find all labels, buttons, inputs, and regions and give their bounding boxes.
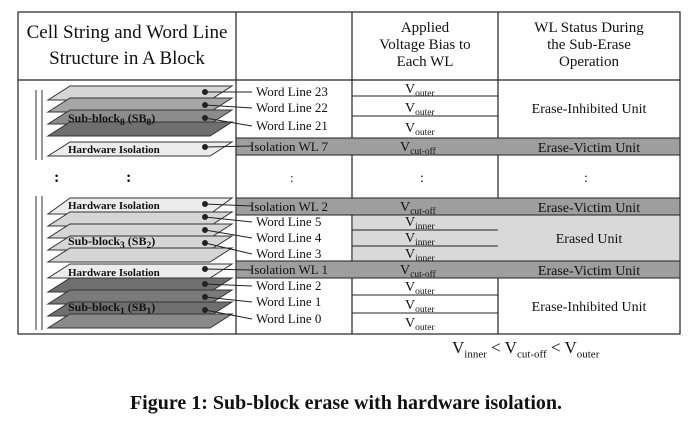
string-pillars bbox=[35, 90, 43, 330]
sb2-paren: (SB bbox=[125, 234, 147, 248]
left-dots-2: : bbox=[126, 169, 131, 186]
wl-label-21: Word Line 21 bbox=[256, 118, 328, 133]
sb2-close: ) bbox=[151, 234, 155, 248]
voltage-labels: Vouter Vouter Vouter Vcut-off : Vcut-off… bbox=[400, 82, 437, 333]
header-col1-line1: Cell String and Word Line bbox=[27, 22, 228, 43]
status-erased: Erased Unit bbox=[556, 232, 623, 247]
wl-label-5: Word Line 5 bbox=[256, 214, 321, 229]
wordline-connectors bbox=[202, 89, 253, 320]
volt-wl2: Vouter bbox=[405, 280, 435, 297]
sb8-paren: (SB bbox=[125, 111, 147, 125]
wl-label-1: Word Line 1 bbox=[256, 294, 321, 309]
erased-rows bbox=[351, 214, 681, 262]
hw-isolation-top: Hardware Isolation bbox=[46, 141, 234, 157]
wl-label-2: Word Line 2 bbox=[256, 278, 321, 293]
sb1-stack: Sub-block1 (SB1) bbox=[46, 277, 234, 329]
wl-label-23: Word Line 23 bbox=[256, 84, 328, 99]
volt-iso2: Vcut-off bbox=[400, 200, 437, 217]
sb1-sub2: 1 bbox=[146, 307, 151, 317]
sb1-sub: 1 bbox=[120, 307, 125, 317]
table-header: Cell String and Word Line Structure in A… bbox=[27, 20, 645, 70]
header-col2-line1: Applied bbox=[401, 20, 450, 36]
wordline-labels: Word Line 23 Word Line 22 Word Line 21 I… bbox=[250, 84, 328, 326]
figure-caption: Figure 1: Sub-block erase with hardware … bbox=[129, 392, 563, 414]
sb8-sub2: 8 bbox=[146, 118, 151, 128]
sb2-label: Sub-block bbox=[68, 234, 120, 248]
volt-wl21: Vouter bbox=[405, 121, 435, 138]
sb8-sub: 8 bbox=[120, 118, 125, 128]
volt-wl5: Vinner bbox=[405, 215, 435, 232]
sb1-label: Sub-block bbox=[68, 300, 120, 314]
volt-wl23: Vouter bbox=[405, 82, 435, 99]
wl-label-4: Word Line 4 bbox=[256, 230, 322, 245]
figure-diagram: Cell String and Word Line Structure in A… bbox=[17, 11, 681, 335]
header-col1-line2: Structure in A Block bbox=[49, 48, 205, 69]
sb8-close: ) bbox=[151, 111, 155, 125]
voltage-inequality: Vinner < Vcut-off < Vouter bbox=[452, 338, 600, 361]
sb2-stack: Sub-block3 (SB2) bbox=[46, 211, 234, 263]
status-victim-2: Erase-Victim Unit bbox=[538, 201, 640, 216]
sb2-sub2: 2 bbox=[146, 241, 151, 251]
wl-label-22: Word Line 22 bbox=[256, 100, 328, 115]
sb1-close: ) bbox=[151, 300, 155, 314]
wl-label-0: Word Line 0 bbox=[256, 311, 321, 326]
volt-iso7: Vcut-off bbox=[400, 140, 437, 157]
wl-label-iso7: Isolation WL 7 bbox=[250, 139, 328, 154]
volt-iso1: Vcut-off bbox=[400, 263, 437, 280]
wl-label-dots: : bbox=[290, 170, 294, 185]
svg-text:Sub-block3 (SB2): Sub-block3 (SB2) bbox=[68, 234, 155, 251]
status-top: Erase-Inhibited Unit bbox=[532, 102, 647, 117]
sb2-sub: 3 bbox=[120, 241, 125, 251]
hw-isolation-top-label: Hardware Isolation bbox=[68, 144, 160, 156]
cell-string-structure: Sub-block8 (SB8) Hardware Isolation : : … bbox=[35, 85, 253, 330]
status-bottom: Erase-Inhibited Unit bbox=[532, 300, 647, 315]
svg-text:Sub-block8 (SB8): Sub-block8 (SB8) bbox=[68, 111, 155, 128]
volt-wl0: Vouter bbox=[405, 316, 435, 333]
volt-wl3: Vinner bbox=[405, 247, 435, 264]
status-labels: Erase-Inhibited Unit Erase-Victim Unit :… bbox=[532, 102, 647, 315]
header-col3-line1: WL Status During bbox=[534, 20, 644, 36]
header-col3-line3: Operation bbox=[559, 54, 619, 70]
row-highlights bbox=[235, 137, 681, 279]
volt-wl4: Vinner bbox=[405, 231, 435, 248]
voltage-row-lines bbox=[236, 95, 680, 314]
status-victim-1: Erase-Victim Unit bbox=[538, 264, 640, 279]
wl-label-iso1: Isolation WL 1 bbox=[250, 262, 328, 277]
volt-wl1: Vouter bbox=[405, 298, 435, 315]
hw-isolation-bottom: Hardware Isolation bbox=[46, 263, 234, 279]
table-grid bbox=[17, 11, 681, 335]
sb1-paren: (SB bbox=[125, 300, 147, 314]
status-dots: : bbox=[584, 171, 588, 186]
header-col2-line3: Each WL bbox=[397, 54, 454, 70]
header-col3-line2: the Sub-Erase bbox=[547, 37, 631, 53]
sb8-stack: Sub-block8 (SB8) bbox=[46, 85, 234, 137]
wl-label-iso2: Isolation WL 2 bbox=[250, 199, 328, 214]
hw-isolation-bottom-label: Hardware Isolation bbox=[68, 267, 160, 279]
left-dots-1: : bbox=[54, 169, 59, 186]
hw-isolation-mid-label: Hardware Isolation bbox=[68, 200, 160, 212]
wl-label-3: Word Line 3 bbox=[256, 246, 321, 261]
volt-wl22: Vouter bbox=[405, 101, 435, 118]
sb8-label: Sub-block bbox=[68, 111, 120, 125]
svg-text:Sub-block1 (SB1): Sub-block1 (SB1) bbox=[68, 300, 155, 317]
volt-dots: : bbox=[420, 171, 424, 186]
header-col2-line2: Voltage Bias to bbox=[379, 37, 470, 53]
status-victim-7: Erase-Victim Unit bbox=[538, 141, 640, 156]
